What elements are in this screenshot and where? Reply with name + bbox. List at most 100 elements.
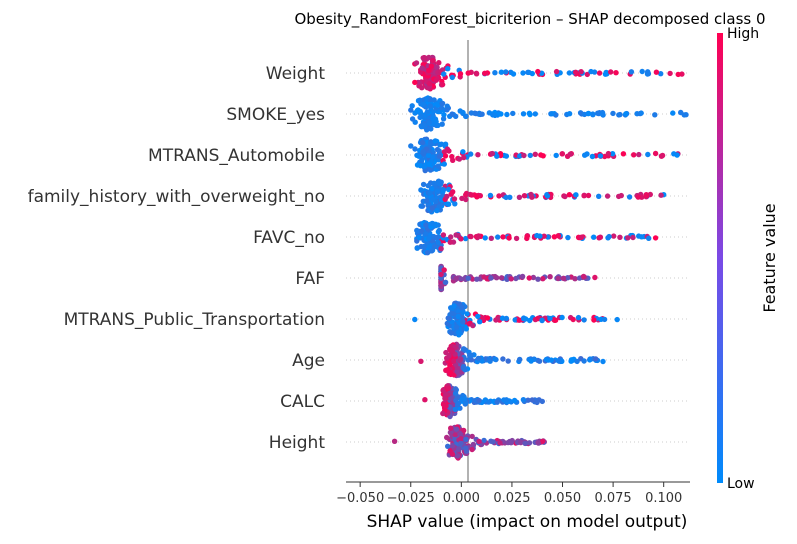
shap-point (592, 274, 598, 281)
shap-point (432, 138, 438, 144)
shap-point (541, 233, 547, 239)
shap-point (445, 443, 451, 449)
shap-point (570, 316, 576, 323)
shap-point (495, 234, 501, 240)
shap-point (419, 65, 425, 71)
shap-point (547, 315, 553, 322)
shap-point (611, 233, 617, 239)
feature-label: MTRANS_Automobile (148, 146, 325, 166)
shap-point (429, 205, 435, 211)
shap-point (609, 151, 616, 157)
shap-point (442, 141, 449, 147)
shap-point (439, 81, 446, 88)
shap-point (418, 358, 424, 364)
shap-point (506, 235, 512, 241)
shap-point (424, 109, 431, 115)
shap-point (436, 153, 443, 159)
shap-point (581, 358, 587, 364)
shap-point (424, 250, 431, 256)
shap-point (421, 55, 427, 61)
shap-point (628, 69, 635, 75)
shap-point (460, 363, 467, 370)
shap-point (482, 235, 488, 241)
feature-label: FAVC_no (253, 228, 325, 248)
shap-point (461, 396, 468, 402)
shap-point (572, 276, 578, 282)
shap-point (503, 194, 509, 201)
shap-point (599, 111, 606, 118)
shap-point (414, 162, 421, 168)
shap-point (456, 357, 463, 364)
shap-point (412, 146, 418, 152)
shap-point (440, 232, 447, 238)
shap-point (421, 243, 427, 250)
shap-point (450, 157, 456, 163)
shap-point (434, 207, 440, 214)
shap-point (486, 399, 492, 405)
shap-point (453, 232, 459, 238)
shap-point (585, 192, 592, 199)
colorbar-high-label: High (727, 26, 759, 42)
shap-point (584, 151, 590, 157)
shap-point (449, 310, 455, 317)
shap-point (610, 110, 616, 117)
shap-point (617, 234, 623, 240)
shap-point (588, 68, 594, 75)
shap-point (555, 275, 561, 282)
shap-point (438, 141, 445, 147)
shap-point (449, 111, 455, 117)
shap-point (429, 248, 435, 254)
shap-point (441, 71, 447, 77)
shap-point (613, 70, 619, 76)
shap-point (453, 275, 459, 282)
shap-point (605, 150, 612, 157)
shap-point (475, 233, 482, 239)
colorbar-low-label: Low (727, 476, 755, 492)
shap-point (434, 102, 441, 108)
shap-point (645, 69, 651, 75)
shap-point (565, 234, 571, 241)
shap-point (463, 436, 469, 442)
shap-point (573, 69, 579, 76)
shap-point (425, 183, 431, 189)
shap-point (500, 356, 506, 362)
shap-point (653, 69, 660, 75)
shap-point (585, 110, 592, 117)
shap-point (652, 112, 658, 118)
shap-point (530, 274, 537, 281)
shap-point (482, 70, 488, 77)
shap-point (643, 192, 649, 198)
shap-point (526, 440, 533, 446)
shap-point (418, 124, 425, 130)
shap-point (470, 322, 476, 329)
shap-point (516, 317, 522, 323)
shap-point (434, 188, 441, 194)
shap-point (408, 107, 414, 113)
shap-point (492, 70, 498, 76)
shap-point (474, 276, 480, 282)
feature-label: Age (292, 351, 325, 371)
feature-label: MTRANS_Public_Transportation (64, 310, 325, 330)
shap-point (521, 152, 527, 159)
shap-point (463, 326, 469, 332)
shap-point (441, 112, 447, 118)
shap-point (476, 438, 482, 445)
x-tick-label: 0.075 (594, 491, 631, 506)
shap-point (427, 190, 433, 196)
shap-point (423, 222, 429, 228)
shap-point (556, 357, 562, 364)
shap-point (430, 57, 436, 64)
shap-point (526, 69, 532, 76)
shap-point (475, 152, 481, 158)
shap-point (442, 395, 448, 402)
shap-point (638, 110, 644, 116)
shap-point (490, 439, 496, 445)
shap-point (431, 243, 438, 250)
shap-point (453, 324, 460, 330)
shap-point (584, 71, 590, 78)
shap-point (444, 107, 450, 113)
shap-point (671, 151, 677, 157)
shap-point (455, 313, 461, 320)
shap-point (481, 274, 487, 280)
shap-point (579, 234, 585, 240)
